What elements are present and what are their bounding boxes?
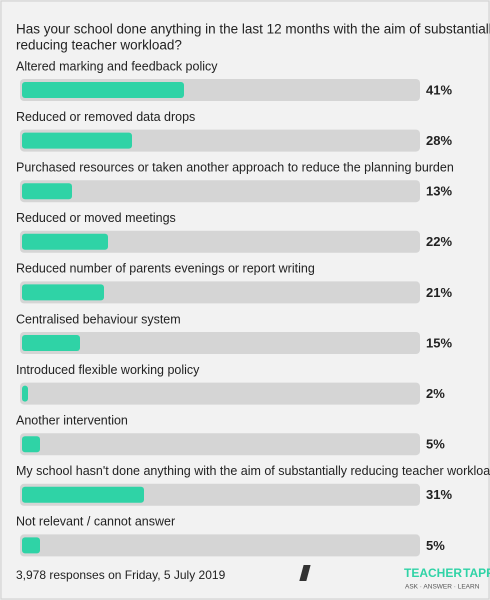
- logo-tagline: ASK · ANSWER · LEARN: [405, 584, 480, 591]
- footer: 3,978 responses on Friday, 5 July 2019: [16, 568, 226, 582]
- bar-track: [20, 332, 420, 354]
- value-label: 13%: [426, 184, 452, 199]
- bar-track: [20, 382, 420, 405]
- category-label: Another intervention: [16, 413, 128, 427]
- chart-title: Has your school done anything in the las…: [16, 22, 490, 37]
- bar-track: [20, 433, 420, 456]
- bar: [22, 233, 108, 250]
- value-label: 21%: [426, 285, 452, 300]
- category-label: Introduced flexible working policy: [16, 363, 200, 377]
- bar: [22, 183, 72, 200]
- value-label: 15%: [426, 335, 452, 350]
- value-label: 31%: [426, 487, 452, 502]
- category-label: Reduced or moved meetings: [16, 211, 176, 225]
- category-label: Centralised behaviour system: [16, 312, 181, 326]
- category-label: Reduced or removed data drops: [16, 110, 195, 124]
- logo-word: TEACHER: [404, 566, 462, 580]
- value-label: 41%: [426, 82, 452, 97]
- value-label: 2%: [426, 386, 445, 401]
- bar: [22, 436, 40, 453]
- category-label: Altered marking and feedback policy: [16, 59, 218, 73]
- bar: [22, 284, 104, 301]
- value-label: 5%: [426, 437, 445, 452]
- bar: [22, 537, 40, 554]
- value-label: 22%: [426, 234, 452, 249]
- bar: [22, 385, 28, 402]
- category-label: Purchased resources or taken another app…: [16, 160, 454, 174]
- value-label: 5%: [426, 538, 445, 553]
- category-label: Not relevant / cannot answer: [16, 515, 175, 529]
- bar-track: [20, 230, 420, 253]
- logo: TEACHER TAPP ASK · ANSWER · LEARN: [299, 565, 490, 591]
- logo-mark: [299, 565, 311, 581]
- bar-track: [20, 281, 420, 304]
- category-label: Reduced number of parents evenings or re…: [16, 262, 315, 276]
- category-label: My school hasn't done anything with the …: [16, 464, 490, 478]
- bar: [22, 335, 80, 351]
- logo-word: TAPP: [463, 566, 490, 580]
- bar: [22, 82, 184, 98]
- bar-track: [20, 534, 420, 557]
- bar: [22, 132, 132, 149]
- bar-track: [20, 180, 420, 203]
- bar: [22, 486, 144, 503]
- value-label: 28%: [426, 133, 452, 148]
- chart-title: reducing teacher workload?: [16, 38, 182, 53]
